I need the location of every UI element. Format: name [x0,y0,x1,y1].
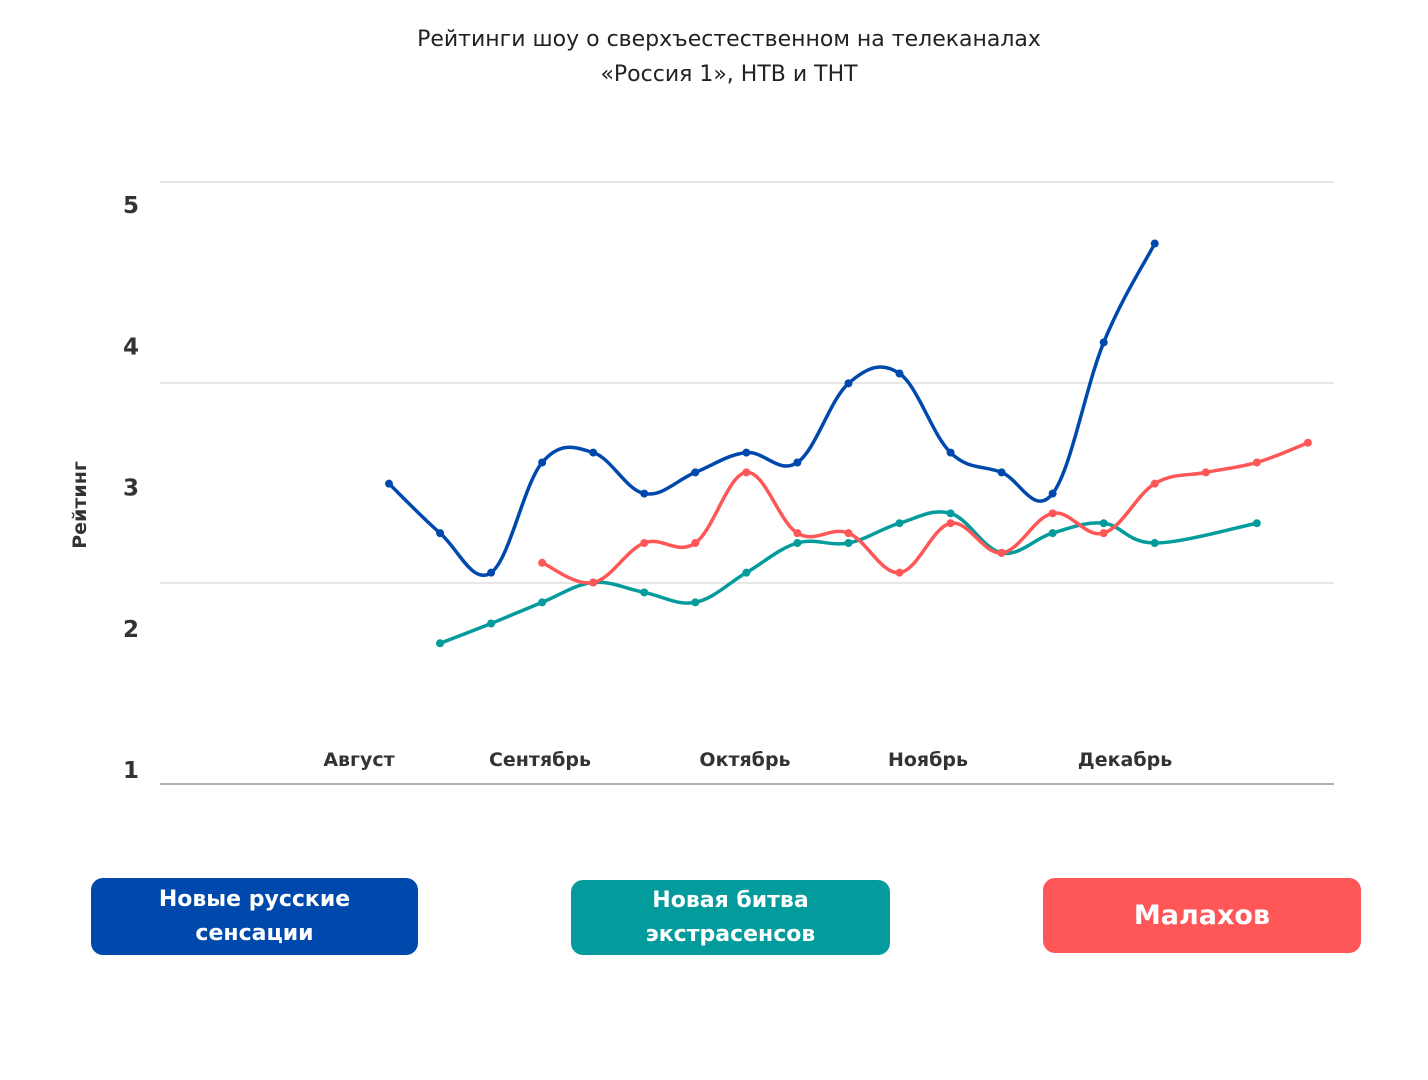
data-point [1252,458,1261,467]
legend-label-line: Новые русские [158,886,351,912]
data-point [1252,519,1261,528]
data-point [538,558,547,567]
data-point [640,539,649,547]
data-point [589,578,598,587]
legend-malakhov[interactable]: Малахов [1043,878,1361,953]
legend-label: Малахов [1133,900,1271,931]
data-point [1099,529,1108,538]
legend-label-line: экстрасенсов [645,921,816,947]
y-tick-label: 1 [123,758,139,784]
x-tick-label: Декабрь [1078,749,1172,771]
y-tick-label: 3 [123,476,139,502]
data-point [895,568,904,577]
data-point [691,539,700,547]
series-lines [385,239,1312,648]
chart-title-line-2: «Россия 1», НТВ и ТНТ [600,62,858,87]
y-tick-labels: 1 2 3 4 5 [123,193,139,784]
data-point [793,458,802,467]
data-point [946,519,955,528]
y-tick-label: 2 [123,617,139,643]
x-tick-label: Ноябрь [888,749,968,771]
series-line [540,440,1310,585]
data-point [1099,338,1108,347]
series-0 [385,239,1159,577]
data-point [742,468,751,477]
series-line [438,510,1259,646]
data-point [589,448,598,457]
x-tick-label: Август [323,749,394,771]
x-tick-labels: Август Сентябрь Октябрь Ноябрь Декабрь [323,749,1172,771]
data-point [1303,438,1312,447]
chart-title: Рейтинги шоу о сверхъестественном на тел… [0,22,1428,92]
data-point [385,479,393,488]
legend-battle-of-psychics[interactable]: Новая битва экстрасенсов [571,880,890,955]
data-point [997,548,1006,557]
legend-label-line: сенсации [195,920,314,946]
data-point [1150,239,1159,248]
data-point [1099,519,1108,528]
legend-label-line: Новая битва [652,887,809,913]
data-point [793,529,802,538]
x-tick-label: Сентябрь [489,749,591,771]
data-point [1201,468,1210,477]
data-point [1150,539,1159,547]
data-point [436,639,445,648]
data-point [487,568,496,577]
data-point [1150,479,1159,488]
series-2 [538,438,1312,587]
chart-title-line-1: Рейтинги шоу о сверхъестественном на тел… [417,27,1041,52]
data-point [1048,509,1057,518]
y-tick-label: 5 [123,193,139,219]
data-point [742,568,751,577]
data-point [895,369,904,378]
data-point [691,468,700,477]
data-point [844,379,853,388]
data-point [487,619,496,628]
series-line [387,241,1157,577]
data-point [538,598,547,607]
data-point [742,448,751,457]
data-point [946,448,955,457]
data-point [640,588,649,597]
data-point [436,529,445,538]
data-point [1048,489,1057,498]
data-point [640,489,649,498]
x-tick-label: Октябрь [699,749,790,771]
y-tick-label: 4 [123,334,139,360]
data-point [844,539,853,547]
data-point [793,539,802,547]
data-point [997,468,1006,477]
data-point [895,519,904,528]
data-point [844,529,853,538]
data-point [1048,529,1057,538]
y-axis-label: Рейтинг [69,461,91,549]
legend-new-russian-sensations[interactable]: Новые русские сенсации [91,878,418,955]
data-point [946,509,955,518]
data-point [538,458,547,467]
gridlines [160,181,1334,785]
data-point [691,598,700,607]
